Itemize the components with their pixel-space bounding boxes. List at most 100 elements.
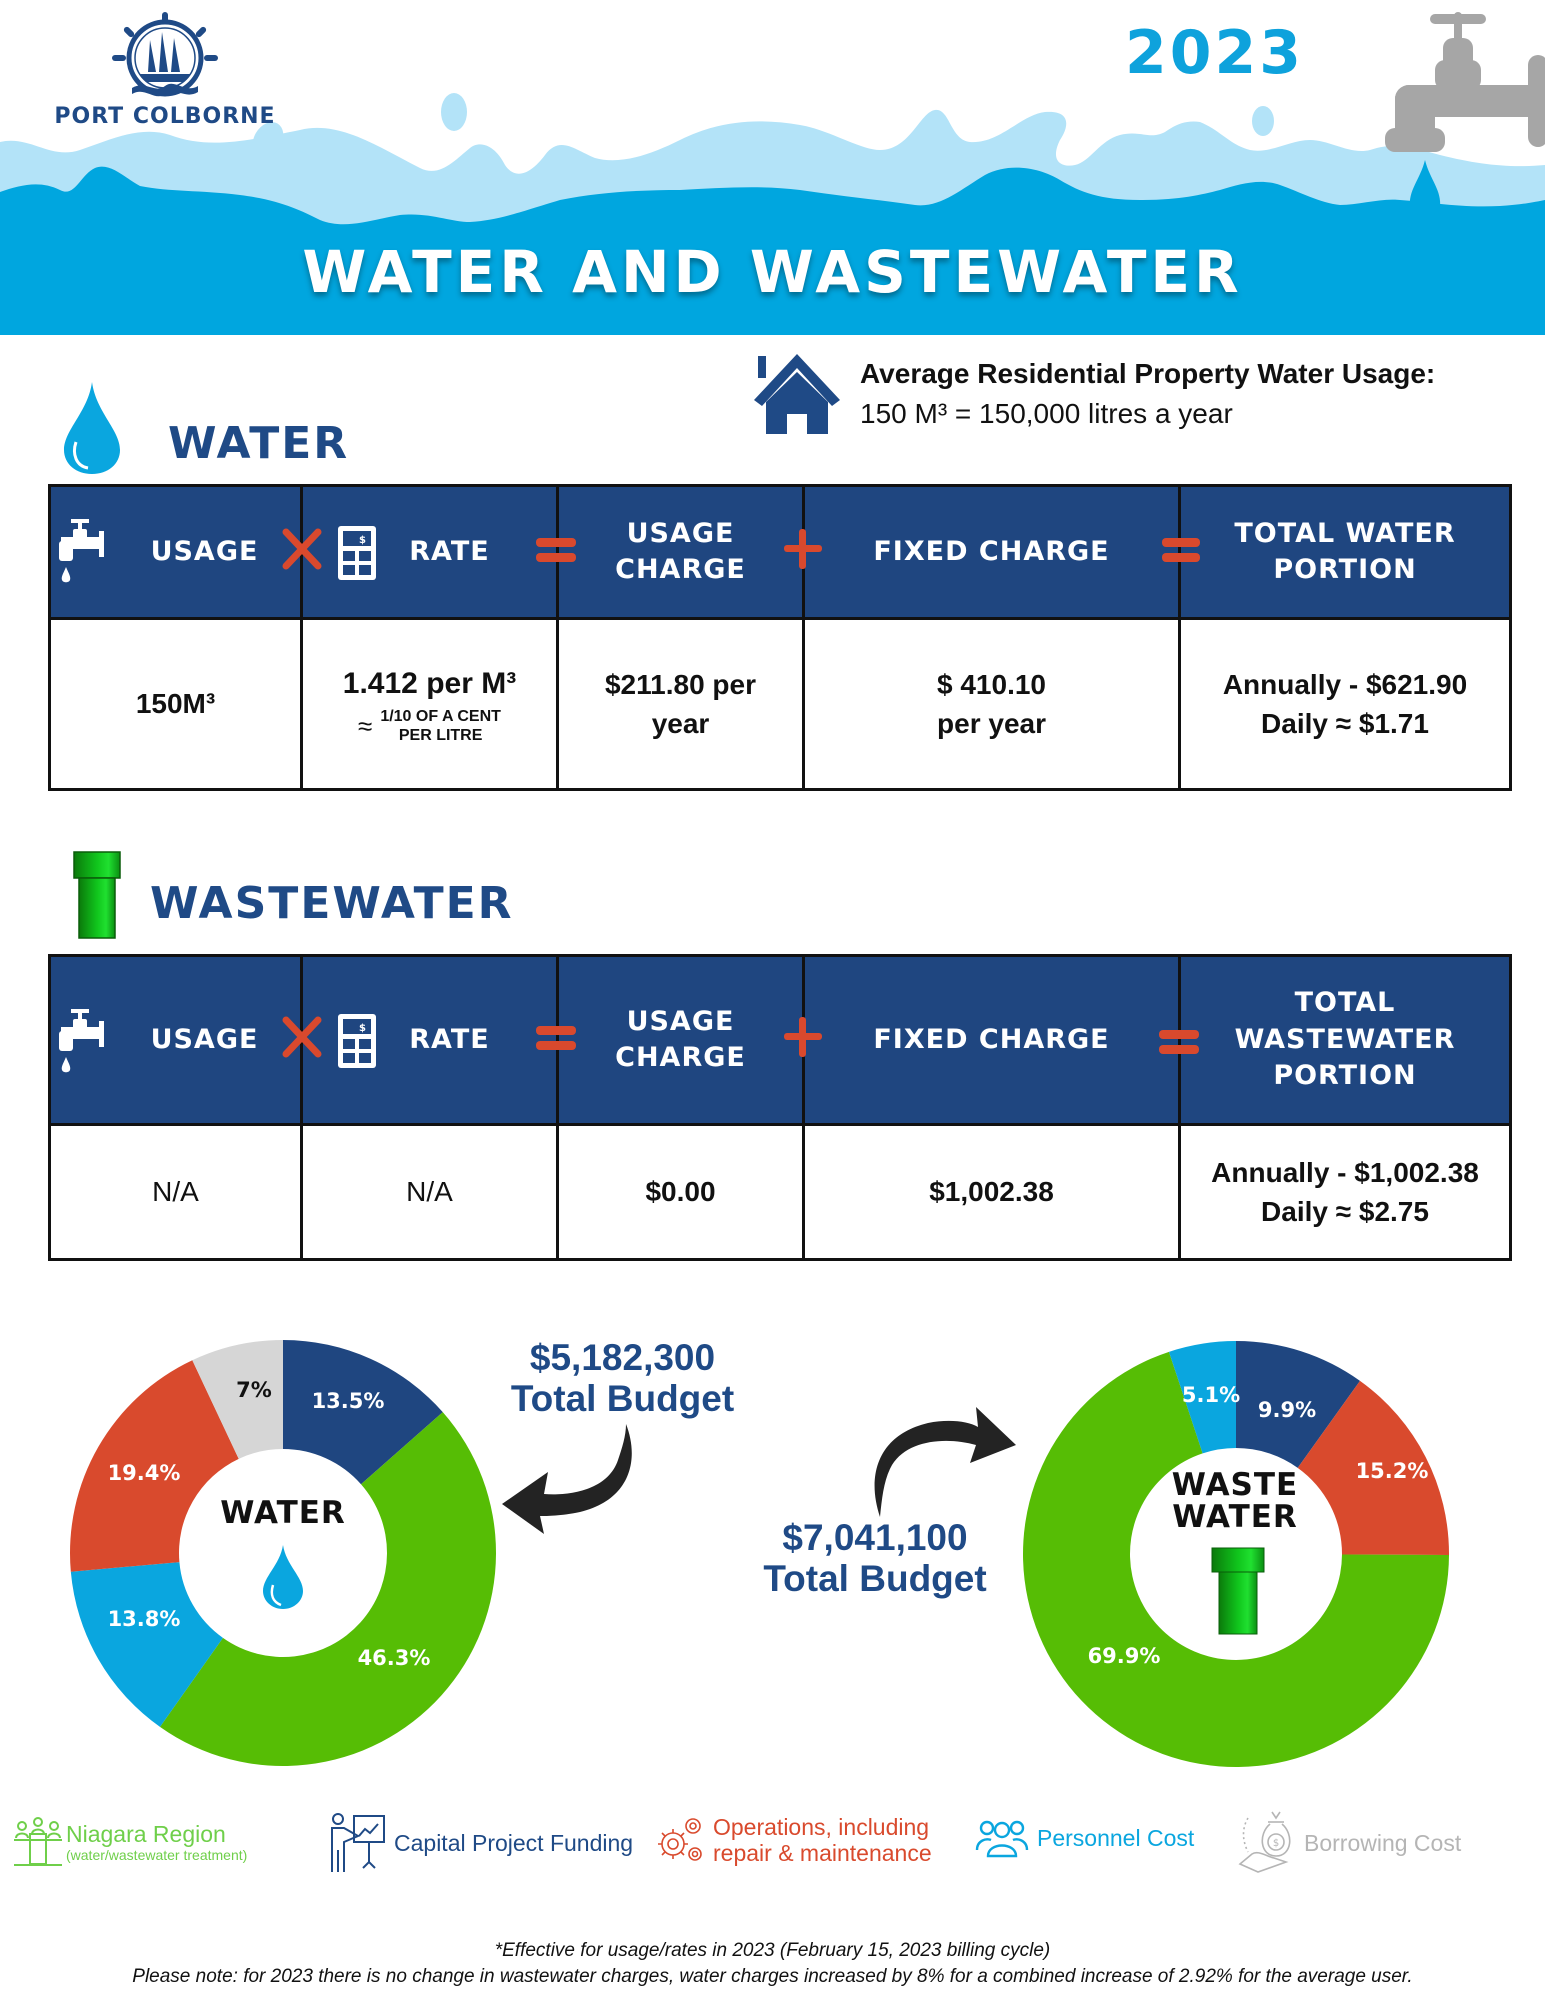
header-usage-charge: USAGE CHARGE bbox=[559, 957, 805, 1123]
ww-slice-label-niagara: 69.9% bbox=[1088, 1644, 1161, 1668]
rate-note-line2: PER LITRE bbox=[398, 727, 483, 744]
donut-slice bbox=[70, 1562, 223, 1727]
header-usage-charge-line1: USAGE bbox=[626, 517, 735, 549]
header-usage-label: USAGE bbox=[150, 1023, 259, 1055]
header-fixed-charge: FIXED CHARGE bbox=[805, 487, 1181, 617]
svg-text:$: $ bbox=[359, 1023, 367, 1034]
water-drop-icon bbox=[64, 382, 120, 474]
green-pipe-icon bbox=[73, 851, 121, 939]
cell-fixed-charge: $ 410.10 per year bbox=[805, 620, 1181, 788]
header-fixed-charge-label: FIXED CHARGE bbox=[873, 1023, 1110, 1055]
footer-change-note: Please note: for 2023 there is no change… bbox=[132, 1965, 1413, 1987]
faucet-icon bbox=[1385, 12, 1545, 216]
header-total-water: TOTAL WATER PORTION bbox=[1181, 487, 1509, 617]
wastewater-budget-amount: $7,041,100 bbox=[782, 1517, 968, 1558]
legend-label-line1: Operations, including bbox=[713, 1814, 930, 1840]
legend-item-niagara-region: Niagara Region (water/wastewater treatme… bbox=[14, 1816, 247, 1868]
water-budget-amount: $5,182,300 bbox=[529, 1337, 716, 1378]
header-usage-charge-line2: CHARGE bbox=[615, 554, 746, 585]
legend-label: Capital Project Funding bbox=[394, 1829, 634, 1856]
calculator-icon: $ bbox=[338, 1014, 376, 1068]
ww-chart-center-title-line2: WATER bbox=[1172, 1499, 1298, 1535]
header-total-wastewater: TOTAL WASTEWATER PORTION bbox=[1181, 957, 1509, 1123]
legend-item-operations: Operations, including repair & maintenan… bbox=[655, 1814, 932, 1867]
legend-label: Niagara Region bbox=[66, 1820, 226, 1847]
chart-legend: Niagara Region (water/wastewater treatme… bbox=[0, 1808, 1545, 1878]
ww-slice-label-capital: 9.9% bbox=[1258, 1398, 1316, 1422]
usage-charge-line2: year bbox=[651, 708, 710, 739]
donut-slice bbox=[1236, 1341, 1361, 1468]
cell-rate: 1.412 per M³ ≈ 1/10 OF A CENT PER LITRE bbox=[303, 620, 559, 788]
header-banner: PORT COLBORNE 2023 WATER AND WASTEWATER bbox=[0, 0, 1545, 335]
usage-info-title: Average Residential Property Water Usage… bbox=[860, 358, 1436, 389]
wastewater-section-heading: WASTEWATER bbox=[150, 878, 514, 929]
table-header-row: USAGE $ RATE USAGE CHARGE FIXED CHARGE TO… bbox=[51, 957, 1509, 1123]
water-budget-donut-chart: 13.5% 46.3% 13.8% 19.4% 7% WATER bbox=[70, 1340, 496, 1766]
legend-item-borrowing-cost: $ Borrowing Cost bbox=[1238, 1808, 1461, 1878]
plus-icon bbox=[784, 529, 822, 569]
wastewater-budget-donut-chart: 9.9% 15.2% 69.9% 5.1% WASTE WATER bbox=[1023, 1341, 1449, 1767]
equals-icon bbox=[1162, 538, 1200, 562]
header-rate-label: RATE bbox=[409, 1023, 490, 1055]
port-colborne-logo[interactable]: PORT COLBORNE bbox=[20, 10, 310, 135]
legend-item-personnel-cost: Personnel Cost bbox=[975, 1818, 1194, 1858]
total-annual: Annually - $1,002.38 bbox=[1211, 1156, 1479, 1188]
donut-slice bbox=[70, 1360, 239, 1572]
donut-slice bbox=[1168, 1341, 1236, 1454]
header-total-line2: PORTION bbox=[1273, 554, 1417, 585]
cell-fixed-charge: $1,002.38 bbox=[805, 1126, 1181, 1258]
total-daily: Daily ≈ $1.71 bbox=[1261, 708, 1429, 739]
legend-label-line2: repair & maintenance bbox=[713, 1840, 932, 1867]
header-rate: $ RATE bbox=[303, 957, 559, 1123]
cell-usage-charge: $0.00 bbox=[559, 1126, 805, 1258]
logo-text: PORT COLBORNE bbox=[54, 104, 276, 129]
water-slice-label-borrowing: 7% bbox=[236, 1378, 272, 1402]
water-section-heading: WATER bbox=[168, 418, 350, 469]
year-label: 2023 bbox=[1125, 18, 1304, 88]
approx-icon: ≈ bbox=[358, 710, 373, 741]
water-rate-table: USAGE $ RATE USAGE CHARGE FIXED CHARGE TO… bbox=[48, 484, 1512, 791]
header-usage-charge-line1: USAGE bbox=[626, 1005, 735, 1037]
header-total-line3: PORTION bbox=[1273, 1060, 1417, 1092]
rate-note-line1: 1/10 OF A CENT bbox=[380, 707, 501, 725]
usage-charge-line1: $211.80 per bbox=[604, 668, 757, 700]
average-usage-info: Average Residential Property Water Usage… bbox=[752, 352, 1532, 442]
tap-icon bbox=[59, 519, 104, 583]
total-annual: Annually - $621.90 bbox=[1222, 668, 1468, 700]
header-usage: USAGE bbox=[51, 487, 303, 617]
fixed-charge-line1: $ 410.10 bbox=[937, 668, 1046, 700]
header-rate: $ RATE bbox=[303, 487, 559, 617]
svg-text:$: $ bbox=[1273, 1838, 1279, 1849]
ship-wheel-logo-icon bbox=[112, 12, 218, 97]
legend-label: Personnel Cost bbox=[1037, 1824, 1195, 1851]
fixed-charge-line2: per year bbox=[937, 708, 1046, 739]
donut-slice bbox=[1023, 1351, 1449, 1767]
calculator-icon: $ bbox=[338, 526, 376, 580]
wastewater-budget-label: Total Budget bbox=[763, 1557, 987, 1599]
cell-total-wastewater: Annually - $1,002.38 Daily ≈ $2.75 bbox=[1181, 1126, 1509, 1258]
money-bag-hand-icon: $ bbox=[1238, 1811, 1291, 1873]
header-fixed-charge: FIXED CHARGE bbox=[805, 957, 1181, 1123]
water-total-budget: $5,182,300 Total Budget bbox=[490, 1337, 755, 1419]
footer-notes: *Effective for usage/rates in 2023 (Febr… bbox=[0, 1938, 1545, 1989]
water-slice-label-operations: 19.4% bbox=[108, 1461, 181, 1485]
page-title: WATER AND WASTEWATER bbox=[302, 238, 1243, 306]
total-daily: Daily ≈ $2.75 bbox=[1261, 1196, 1429, 1227]
header-usage-label: USAGE bbox=[150, 535, 259, 567]
water-budget-label: Total Budget bbox=[510, 1377, 735, 1419]
cell-rate: N/A bbox=[303, 1126, 559, 1258]
multiply-icon bbox=[282, 1016, 322, 1058]
water-chart-center-title: WATER bbox=[220, 1495, 346, 1531]
header-total-line1: TOTAL bbox=[1294, 987, 1396, 1019]
water-slice-label-personnel: 13.8% bbox=[108, 1607, 181, 1631]
water-slice-label-niagara: 46.3% bbox=[358, 1646, 431, 1670]
house-icon bbox=[754, 354, 840, 434]
gears-icon bbox=[658, 1818, 702, 1862]
usage-info-value: 150 M³ = 150,000 litres a year bbox=[860, 398, 1233, 429]
presentation-chart-icon bbox=[331, 1813, 385, 1872]
green-pipe-icon bbox=[1211, 1547, 1265, 1635]
table-header-row: USAGE $ RATE USAGE CHARGE FIXED CHARGE TO… bbox=[51, 487, 1509, 617]
water-slice-label-capital: 13.5% bbox=[312, 1389, 385, 1413]
equals-icon bbox=[1159, 1030, 1199, 1054]
donut-slice bbox=[192, 1340, 283, 1459]
